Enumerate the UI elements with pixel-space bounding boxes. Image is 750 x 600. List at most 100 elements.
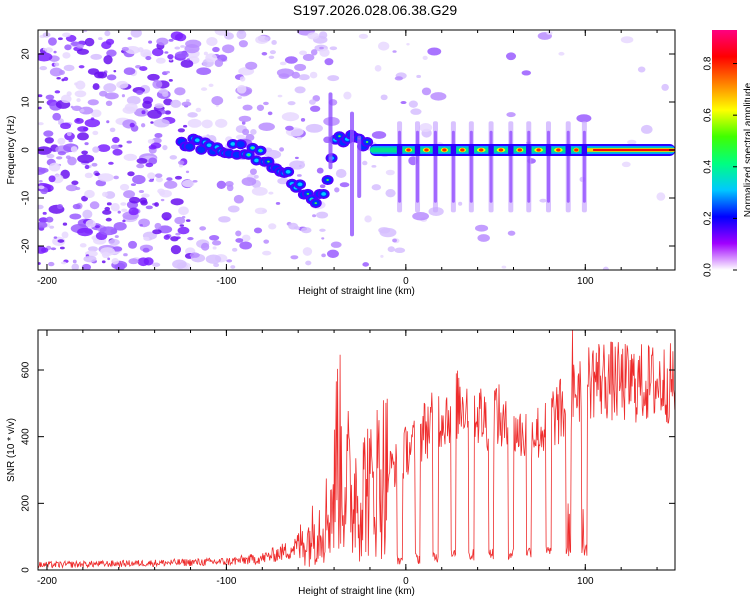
noise-blob (175, 236, 181, 240)
noise-blob (94, 172, 101, 177)
noise-blob (62, 52, 71, 59)
noise-blob (294, 63, 307, 72)
noise-blob (539, 198, 547, 203)
noise-blob (300, 118, 306, 122)
noise-blob (380, 94, 388, 101)
noise-blob (174, 46, 181, 50)
snr-x-tick-label: 0 (403, 576, 409, 587)
noise-blob (68, 139, 73, 143)
noise-blob (136, 163, 145, 169)
noise-blob (224, 32, 234, 40)
ridge-blob (326, 179, 329, 182)
noise-blob (239, 241, 253, 250)
noise-blob (268, 55, 275, 59)
noise-blob (126, 140, 133, 144)
noise-blob (195, 107, 202, 113)
noise-blob (281, 112, 300, 122)
noise-blob (128, 258, 139, 265)
noise-blob (106, 120, 110, 124)
noise-blob (296, 136, 302, 140)
smear-streak (566, 130, 570, 203)
noise-blob (77, 132, 89, 141)
noise-blob (57, 239, 65, 243)
noise-blob (106, 49, 117, 57)
noise-blob (53, 50, 57, 54)
noise-blob (656, 192, 666, 201)
noise-blob (92, 146, 100, 153)
noise-blob (422, 55, 428, 61)
noise-blob (83, 255, 97, 263)
noise-blob (211, 240, 222, 246)
noise-blob (205, 254, 222, 264)
noise-blob (214, 59, 224, 68)
noise-blob (321, 237, 325, 240)
noise-blob (44, 137, 54, 144)
noise-blob (310, 49, 318, 56)
noise-blob (62, 32, 71, 38)
noise-blob (421, 87, 432, 96)
noise-blob (84, 172, 93, 179)
noise-blob (138, 189, 145, 194)
noise-blob (178, 163, 183, 168)
noise-blob (154, 103, 164, 109)
noise-blob (120, 202, 127, 206)
spectrogram-area (38, 30, 675, 270)
noise-blob (262, 250, 272, 256)
noise-blob (92, 130, 99, 136)
transition-bar (328, 92, 333, 170)
noise-blob (109, 127, 116, 133)
noise-blob (174, 87, 186, 96)
noise-blob (110, 144, 120, 150)
noise-blob (319, 228, 326, 232)
smear-streak (509, 130, 513, 203)
noise-blob (269, 50, 276, 55)
noise-blob (209, 235, 220, 241)
ridge-blob (297, 182, 303, 187)
colorbar-tick-label: 0.2 (703, 211, 714, 225)
noise-blob (57, 37, 63, 41)
noise-blob (121, 46, 129, 52)
noise-blob (60, 122, 72, 130)
noise-blob (239, 76, 246, 82)
noise-blob (137, 47, 144, 53)
snr-x-tick-label: -200 (37, 576, 57, 587)
ridge-blob (259, 149, 262, 152)
noise-blob (385, 169, 395, 176)
noise-blob (374, 65, 382, 72)
noise-blob (154, 133, 163, 139)
noise-blob (250, 129, 257, 135)
noise-blob (205, 53, 218, 63)
noise-blob (387, 246, 395, 253)
noise-blob (143, 236, 150, 241)
noise-blob (38, 185, 45, 190)
noise-blob (174, 51, 189, 59)
noise-blob (112, 148, 123, 156)
noise-blob (327, 75, 340, 82)
noise-blob (105, 217, 112, 222)
noise-blob (38, 122, 44, 126)
noise-blob (57, 137, 66, 145)
noise-blob (256, 104, 265, 111)
noise-blob (105, 100, 113, 107)
noise-blob (163, 98, 173, 106)
noise-blob (187, 118, 202, 128)
snr-y-tick-label: 200 (21, 495, 32, 512)
snr-x-axis-label: Height of straight line (km) (298, 586, 415, 597)
noise-blob (378, 41, 390, 51)
noise-blob (99, 226, 118, 236)
noise-blob (164, 110, 172, 115)
noise-blob (154, 202, 159, 207)
noise-blob (107, 257, 111, 261)
noise-blob (211, 95, 224, 106)
noise-blob (316, 167, 324, 174)
noise-blob (167, 54, 174, 60)
noise-blob (326, 249, 339, 259)
noise-blob (170, 244, 182, 255)
noise-blob (305, 260, 312, 266)
noise-blob (113, 221, 127, 231)
noise-blob (60, 261, 67, 265)
carrier-hot (556, 148, 561, 152)
noise-blob (319, 31, 328, 39)
noise-blob (212, 46, 220, 53)
carrier-hot (424, 148, 429, 152)
